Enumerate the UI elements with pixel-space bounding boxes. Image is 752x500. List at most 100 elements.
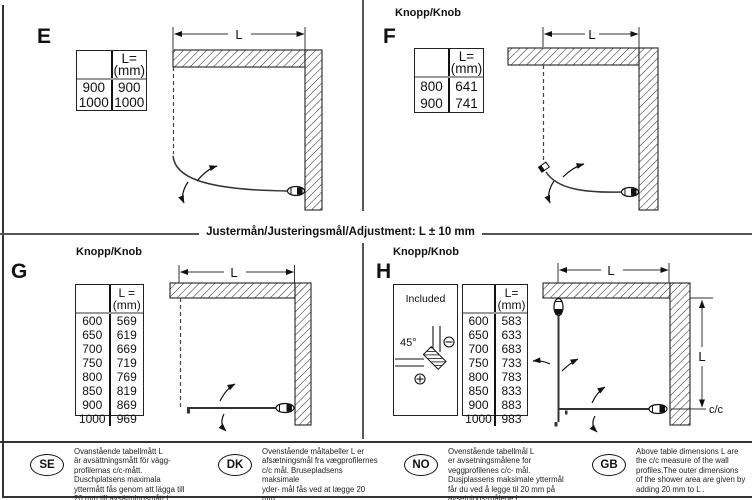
table-cell: 900 [117, 80, 141, 95]
dim-label-l-top: L [607, 263, 614, 278]
knob-label-h: Knopp/Knob [393, 246, 459, 258]
table-cell: 1000 [463, 412, 496, 426]
table-cell: 900 [415, 95, 450, 112]
swing-arrow-close [178, 181, 189, 204]
size-table-e: L= (mm) 900 900 1000 1000 [76, 50, 147, 111]
included-box: Included 45° [393, 284, 458, 416]
panel-letter-h: H [376, 260, 392, 283]
table-cell: 850 [76, 384, 111, 398]
table-cell: 641 [455, 79, 478, 94]
footnote-text-gb: Above table dimensions L are the c/c mea… [636, 447, 746, 494]
language-badge-se: SE [30, 454, 64, 476]
table-cell: 850 [463, 384, 496, 398]
swing-arrow-left-in [561, 358, 579, 372]
size-table-h: L= (mm) 600 583 650 633 700 683 750 733 800 783 85… [462, 284, 528, 426]
panel-letter-f: F [383, 25, 396, 48]
footnote-text-dk: Ovenstående måltabeller L er afsætningsm… [262, 447, 378, 500]
table-row: 800 641 [415, 78, 483, 95]
swing-arrow-open [562, 163, 585, 178]
bracket-clamp [422, 345, 447, 371]
diagram-h: L L c/c [532, 263, 724, 433]
wall-right [638, 47, 659, 211]
table-cell: 969 [116, 412, 137, 426]
table-cell: 800 [76, 370, 111, 384]
wall-top [172, 49, 306, 68]
dim-label-l: L [235, 27, 242, 42]
table-cell: 1000 [77, 95, 113, 110]
wall-top [507, 47, 640, 66]
dim-label-l-right: L [698, 349, 705, 364]
table-row: 650 619 [76, 328, 143, 342]
knob-icon-vertical [553, 297, 564, 317]
table-cell: 619 [116, 328, 137, 342]
door-foot [565, 410, 568, 415]
table-row: 850 833 [463, 384, 527, 398]
table-cell: 583 [501, 314, 522, 328]
table-row: 900 869 [76, 398, 143, 412]
table-row: 650 633 [463, 328, 527, 342]
table-cell: 669 [116, 342, 137, 356]
table-row: 900 883 [463, 398, 527, 412]
dim-label-l: L [588, 27, 595, 42]
diagram-e: L [172, 27, 323, 211]
table-cell: 800 [463, 370, 496, 384]
footnote-text-se: Ovanstående tabellmått L är avsättningsm… [74, 447, 185, 500]
table-row: 1000 969 [76, 412, 143, 426]
table-header-l: L = (mm) [112, 286, 141, 312]
wall-right [669, 282, 691, 426]
table-cell: 900 [463, 398, 496, 412]
cc-label: c/c [709, 404, 724, 416]
adjustment-note: Justermån/Justeringsmål/Adjustment: L ± … [206, 226, 475, 238]
table-cell: 719 [116, 356, 137, 370]
diagram-f: L [507, 27, 659, 211]
table-cell: 983 [501, 412, 522, 426]
footnote-text-no: Ovenstående tabellmål L er avsetningsmål… [448, 447, 564, 500]
table-cell: 683 [501, 342, 522, 356]
divider-horizontal-left [0, 233, 199, 235]
size-table-f: L= (mm) 800 641 900 741 [414, 48, 484, 113]
table-cell: 900 [76, 398, 111, 412]
table-row: 800 769 [76, 370, 143, 384]
table-cell: 700 [463, 342, 496, 356]
table-row: 700 669 [76, 342, 143, 356]
knob-label-g: Knopp/Knob [76, 246, 142, 258]
table-header-l: L= (mm) [113, 51, 145, 78]
bottom-border [2, 496, 752, 498]
table-cell: 569 [116, 314, 137, 328]
table-cell: 600 [76, 314, 111, 328]
table-row: 850 819 [76, 384, 143, 398]
swing-arrow-open [219, 383, 236, 402]
language-badge-no: NO [404, 454, 438, 476]
swing-arrow-bottom-close [589, 415, 598, 433]
table-cell: 769 [116, 370, 137, 384]
table-cell: 650 [76, 328, 111, 342]
panel-letter-g: G [11, 260, 28, 283]
language-badge-dk: DK [218, 454, 252, 476]
table-row: 800 783 [463, 370, 527, 384]
table-cell: 1000 [114, 95, 145, 110]
wall-right [294, 282, 312, 426]
footnote-se: SE Ovanstående tabellmått L är avsättnin… [30, 447, 198, 500]
table-cell: 900 [77, 80, 113, 95]
table-row: 900 900 [77, 80, 146, 95]
table-cell: 883 [501, 398, 522, 412]
table-row: 900 741 [415, 95, 483, 112]
plus-screw-icon [414, 373, 426, 385]
table-header-l: L= (mm) [450, 49, 483, 76]
table-header-blank [77, 51, 113, 78]
knob-icon [275, 402, 295, 414]
knob-label-f: Knopp/Knob [395, 7, 461, 19]
table-row: 750 733 [463, 356, 527, 370]
dim-label-l: L [230, 265, 237, 280]
table-header-l: L= (mm) [497, 286, 526, 312]
table-row: 600 583 [463, 314, 527, 328]
table-body: 900 900 1000 1000 [77, 80, 146, 110]
table-body: 600 569 650 619 700 669 750 719 800 769 850 819 900 8… [76, 314, 143, 426]
footnote-no: NO Ovenstående tabellmål L er avsetnings… [404, 447, 566, 500]
table-header-blank [76, 285, 111, 312]
footnote-gb: GB Above table dimensions L are the c/c … [592, 447, 750, 494]
table-cell: 1000 [76, 412, 111, 426]
minus-screw-icon [443, 336, 455, 348]
curved-door [172, 155, 289, 192]
table-cell: 783 [501, 370, 522, 384]
